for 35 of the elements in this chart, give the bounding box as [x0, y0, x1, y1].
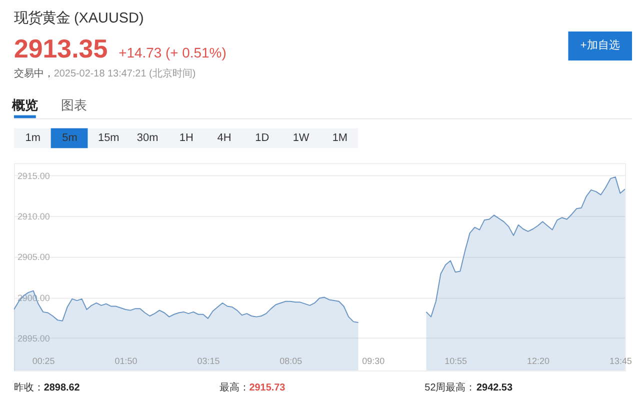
x-tick-label: 13:45 — [609, 356, 632, 366]
text: 1M — [332, 132, 348, 144]
chart-title: 现货黄金 (XAUUSD) — [14, 10, 144, 27]
y-tick-label: 2895.00 — [17, 333, 50, 344]
text: 1m — [25, 132, 41, 144]
text: 2025-02-18 13:47:21 (北京时间) — [54, 67, 196, 80]
x-tick-label: 09:30 — [362, 356, 385, 366]
text: 图表 — [60, 97, 87, 112]
text: 昨收： — [14, 381, 44, 394]
text: +14.73 (+ 0.51%) — [118, 44, 226, 60]
x-tick-label: 10:55 — [444, 356, 468, 366]
text: 1D — [255, 132, 270, 144]
text: 15m — [98, 132, 120, 144]
text: 2898.62 — [44, 382, 80, 394]
text: 5m — [62, 132, 78, 144]
y-tick-label: 2905.00 — [17, 252, 50, 262]
x-tick-label: 12:20 — [527, 356, 550, 366]
text: 2942.53 — [476, 382, 513, 394]
x-tick-label: 01:50 — [114, 356, 138, 366]
text: 2915.73 — [249, 382, 286, 394]
y-tick-label: 2915.00 — [17, 170, 50, 181]
text: 概览 — [10, 97, 38, 112]
text: 1H — [179, 132, 194, 144]
text: 1W — [292, 132, 310, 144]
text: +加自选 — [580, 38, 620, 52]
y-tick-label: 2910.00 — [17, 211, 50, 222]
text: 30m — [136, 132, 158, 144]
x-tick-label: 00:25 — [32, 356, 55, 366]
text: 2913.35 — [14, 35, 108, 64]
text: 最高： — [219, 381, 250, 394]
x-tick-label: 08:05 — [280, 356, 302, 366]
text: 52周最高： — [424, 381, 476, 394]
x-tick-label: 03:15 — [197, 356, 220, 366]
text: 交易中， — [14, 67, 54, 80]
text: 4H — [217, 132, 232, 144]
